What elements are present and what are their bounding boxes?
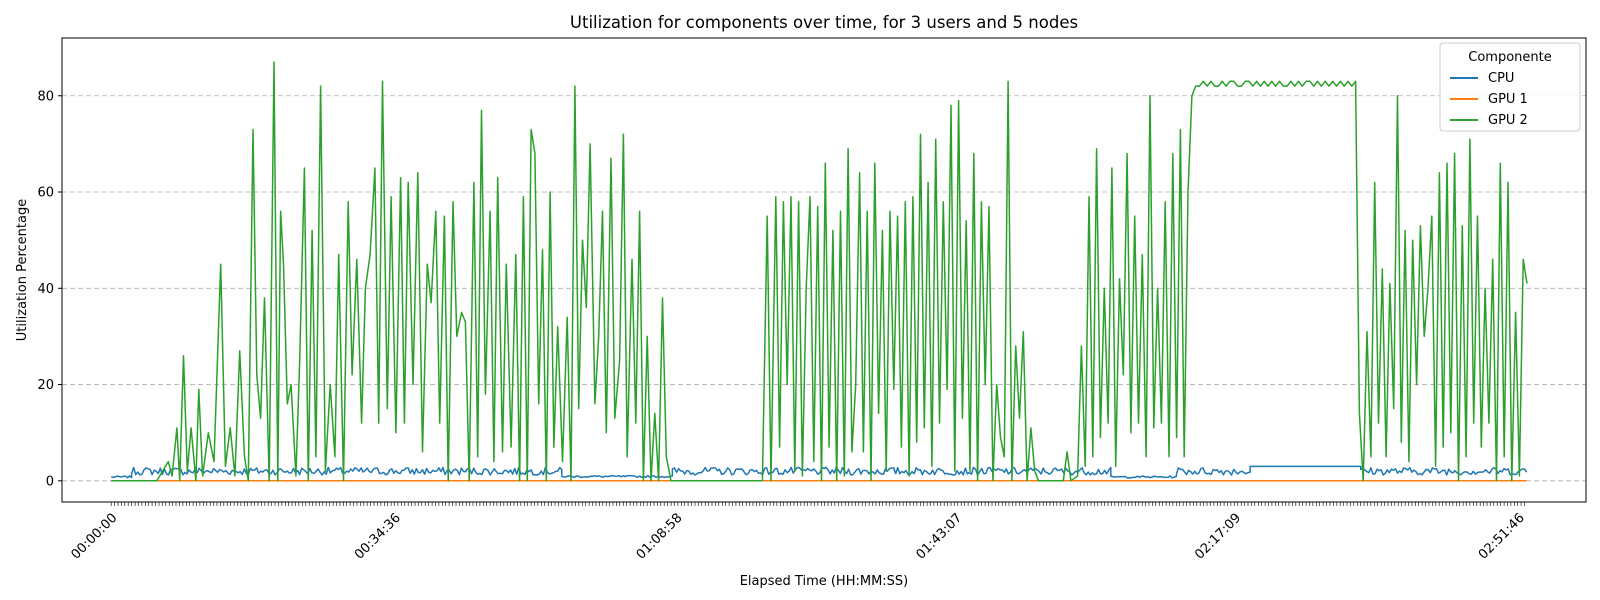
x-axis-label: Elapsed Time (HH:MM:SS)	[740, 574, 909, 589]
legend-entry: GPU 2	[1488, 113, 1528, 128]
series-line-gpu-2	[111, 61, 1528, 482]
y-axis: 0 20 40 60 80	[37, 89, 62, 489]
x-minor-ticks	[110, 502, 1525, 506]
chart-title: Utilization for components over time, fo…	[570, 13, 1078, 32]
y-tick-label: 80	[37, 89, 54, 104]
legend-entry: CPU	[1488, 71, 1514, 86]
axes-frame	[61, 37, 1587, 503]
plot-area	[110, 61, 1528, 482]
y-tick-label: 0	[46, 474, 54, 489]
y-tick-label: 40	[37, 282, 54, 297]
y-tick-label: 20	[37, 378, 54, 393]
legend-box	[1439, 42, 1581, 132]
legend-title: Componente	[1468, 50, 1551, 65]
series-line-cpu	[110, 465, 1528, 479]
legend: Componente CPU GPU 1 GPU 2	[1439, 42, 1581, 132]
legend-entry: GPU 1	[1488, 92, 1528, 107]
y-tick-label: 60	[37, 186, 54, 201]
y-axis-label: Utilization Percentage	[15, 199, 30, 341]
